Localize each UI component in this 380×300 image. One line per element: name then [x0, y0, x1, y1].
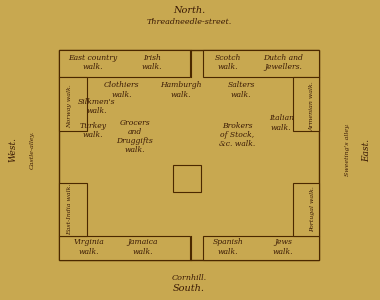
Bar — [203, 236, 319, 260]
Text: Silkmen's
walk.: Silkmen's walk. — [78, 98, 116, 115]
Text: East country
walk.: East country walk. — [68, 54, 118, 71]
Text: East.: East. — [362, 138, 371, 162]
Text: Scotch
walk.: Scotch walk. — [215, 54, 241, 71]
Bar — [59, 236, 190, 260]
Bar — [293, 183, 319, 236]
Text: North.: North. — [173, 6, 205, 15]
Text: Sweeting's alley.: Sweeting's alley. — [345, 124, 350, 176]
Text: Spanish
walk.: Spanish walk. — [213, 238, 243, 256]
Text: Turkey
walk.: Turkey walk. — [79, 122, 107, 139]
Bar — [173, 165, 201, 192]
Bar — [203, 50, 319, 76]
Text: Dutch and
Jewellers.: Dutch and Jewellers. — [263, 54, 303, 71]
Text: East-India walk.: East-India walk. — [67, 184, 73, 235]
Text: South.: South. — [173, 284, 205, 293]
Text: Threadneedle-street.: Threadneedle-street. — [146, 19, 231, 26]
Text: Jamaica
walk.: Jamaica walk. — [127, 238, 158, 256]
Text: Portugal walk.: Portugal walk. — [310, 187, 315, 232]
Bar — [59, 50, 190, 76]
Bar — [293, 76, 319, 130]
Text: Irish
walk.: Irish walk. — [142, 54, 162, 71]
Text: Virginia
walk.: Virginia walk. — [74, 238, 105, 256]
Text: Brokers
of Stock,
&c. walk.: Brokers of Stock, &c. walk. — [219, 122, 256, 148]
Text: Clothiers
walk.: Clothiers walk. — [104, 81, 139, 99]
Text: Italian
walk.: Italian walk. — [269, 114, 294, 132]
Bar — [59, 50, 319, 260]
Text: Castle-alley.: Castle-alley. — [30, 131, 35, 169]
Text: Grocers
and
Druggifts
walk.: Grocers and Druggifts walk. — [117, 119, 153, 154]
Text: Armenian walk.: Armenian walk. — [310, 82, 315, 131]
Text: Cornhill.: Cornhill. — [171, 274, 206, 281]
Bar — [59, 76, 87, 130]
Bar — [59, 183, 87, 236]
Text: West.: West. — [9, 137, 18, 163]
Text: Jews
walk.: Jews walk. — [273, 238, 293, 256]
Text: Norway walk.: Norway walk. — [67, 85, 73, 128]
Text: Hamburgh
walk.: Hamburgh walk. — [160, 81, 201, 99]
Text: Salters
walk.: Salters walk. — [228, 81, 255, 99]
